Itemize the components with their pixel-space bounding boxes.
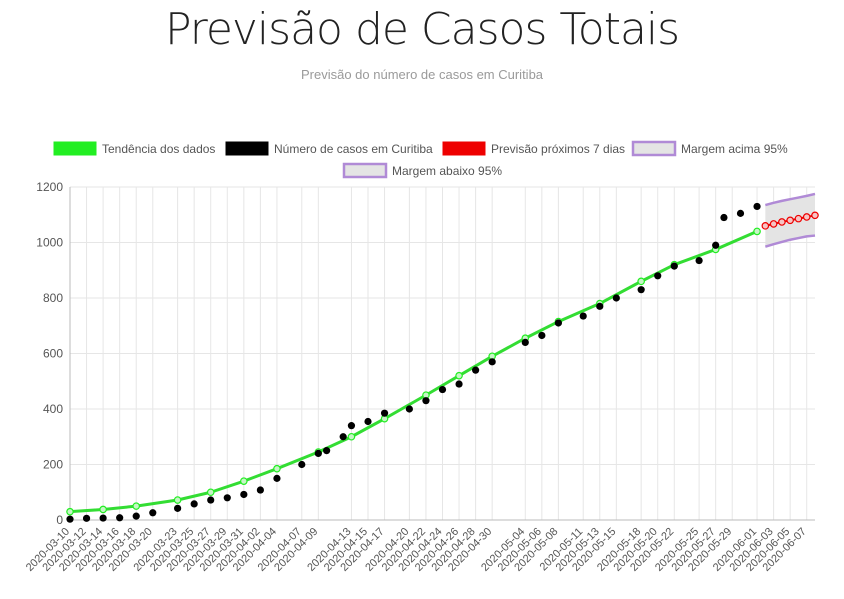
legend-label: Previsão próximos 7 dias	[491, 142, 625, 156]
case-point	[298, 460, 306, 469]
case-point	[596, 302, 604, 310]
page-title: Previsão de Casos Totais	[164, 4, 680, 55]
trend-point	[753, 227, 761, 236]
y-tick-label: 200	[43, 458, 63, 472]
trend-point	[637, 277, 645, 286]
trend-point	[99, 505, 107, 514]
case-point	[438, 385, 447, 394]
case-point	[455, 380, 463, 388]
case-point	[720, 213, 728, 222]
series-line-margin-lower	[764, 234, 816, 248]
y-tick-label: 600	[43, 347, 63, 361]
case-point	[488, 358, 496, 366]
y-tick-label: 0	[56, 513, 63, 527]
case-point	[132, 512, 140, 520]
series-line-trend	[69, 230, 758, 514]
case-point	[323, 447, 331, 455]
case-point	[364, 417, 372, 426]
case-point	[712, 241, 720, 249]
series-line-margin-upper	[765, 192, 816, 207]
trend-point	[240, 477, 248, 485]
forecast-point	[811, 211, 819, 220]
legend-swatch	[342, 162, 388, 179]
case-point	[190, 500, 198, 508]
case-point	[174, 504, 182, 512]
legend-item[interactable]: Previsão próximos 7 dias	[442, 141, 625, 156]
legend[interactable]: Tendência dos dados Número de casos em Cu…	[53, 140, 788, 179]
trend-point	[132, 502, 141, 510]
forecast-point	[802, 213, 811, 221]
case-point	[66, 515, 74, 523]
case-point	[380, 409, 389, 417]
case-point	[554, 319, 562, 327]
forecast-point	[778, 218, 786, 226]
case-point	[579, 312, 587, 320]
legend-label: Margem abaixo 95%	[392, 164, 502, 178]
legend-item[interactable]: Tendência dos dados	[53, 141, 215, 156]
forecast-point	[794, 214, 803, 223]
case-point	[670, 262, 678, 270]
axes: 0200400600800100012002020-03-102020-03-1…	[24, 180, 815, 574]
case-point	[273, 474, 281, 482]
legend-item[interactable]: Margem abaixo 95%	[342, 162, 502, 179]
legend-swatch	[225, 141, 269, 156]
case-point	[99, 514, 107, 522]
plot-area	[66, 192, 819, 523]
forecast-point	[769, 220, 778, 228]
trend-point	[273, 464, 281, 473]
case-point	[422, 397, 430, 405]
case-point	[314, 449, 322, 457]
case-point	[753, 202, 761, 211]
forecast-point	[786, 216, 794, 225]
grid	[69, 186, 815, 521]
case-point	[736, 209, 745, 217]
legend-item[interactable]: Número de casos em Curitiba	[225, 141, 433, 156]
case-point	[207, 496, 215, 504]
legend-item[interactable]: Margem acima 95%	[631, 140, 788, 157]
case-point	[472, 366, 480, 374]
trend-point	[206, 488, 215, 497]
case-point	[695, 256, 703, 265]
y-tick-label: 800	[43, 291, 63, 305]
case-point	[521, 338, 529, 346]
case-point	[223, 494, 231, 502]
case-point	[637, 286, 645, 294]
legend-swatch	[53, 141, 97, 156]
legend-swatch	[631, 140, 677, 157]
trend-point	[347, 432, 356, 441]
legend-label: Número de casos em Curitiba	[274, 142, 433, 156]
trend-point	[455, 371, 463, 380]
case-point	[612, 294, 620, 302]
case-point	[405, 405, 413, 413]
case-point	[240, 490, 248, 499]
legend-label: Margem acima 95%	[681, 142, 788, 156]
trend-point	[173, 496, 182, 504]
page-subtitle: Previsão do número de casos em Curitiba	[300, 67, 544, 82]
forecast-point	[761, 222, 770, 230]
trend-point	[66, 507, 74, 516]
case-point	[256, 486, 264, 494]
y-tick-label: 400	[43, 402, 63, 416]
y-tick-label: 1000	[36, 236, 63, 250]
case-point	[149, 509, 157, 517]
case-point	[347, 422, 356, 430]
case-point	[82, 514, 91, 522]
y-tick-label: 1200	[36, 180, 63, 194]
legend-label: Tendência dos dados	[102, 142, 215, 156]
legend-swatch	[442, 141, 486, 156]
case-point	[538, 331, 546, 340]
case-point	[116, 514, 124, 522]
case-point	[339, 433, 347, 441]
case-point	[654, 272, 662, 280]
